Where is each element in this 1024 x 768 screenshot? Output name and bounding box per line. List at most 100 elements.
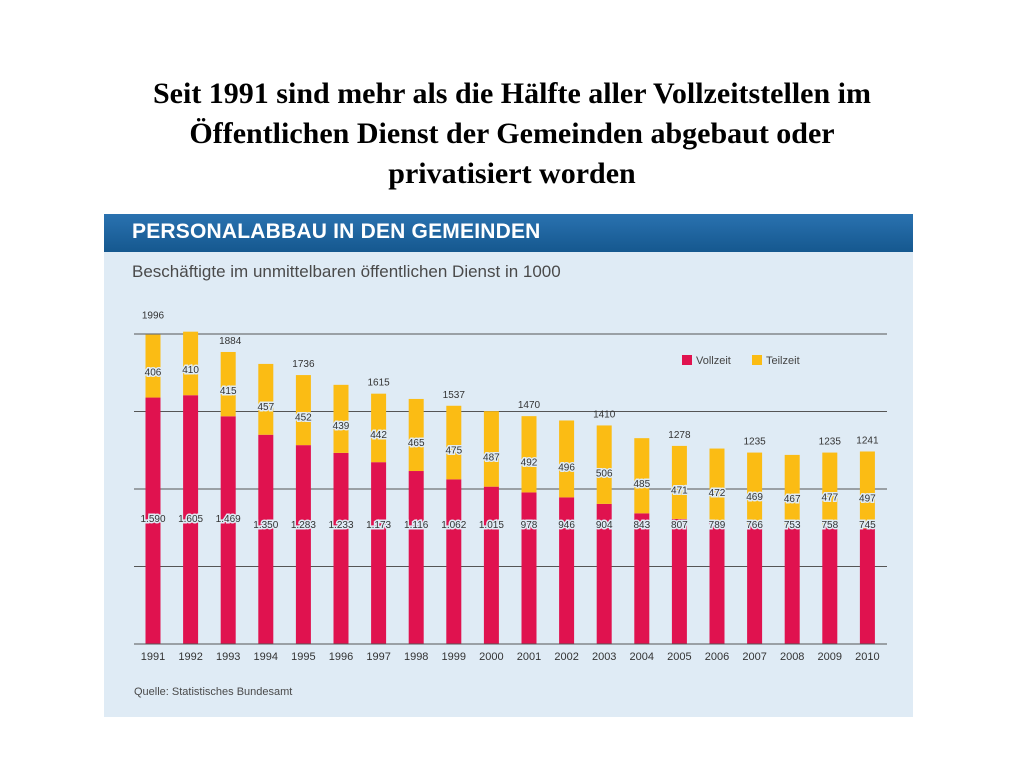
bar-vollzeit-1999 [446, 479, 462, 644]
x-tick-2004: 2004 [630, 651, 654, 663]
x-tick-2009: 2009 [818, 651, 842, 663]
label-vollzeit-2002: 946 [558, 520, 575, 531]
bar-teilzeit-2004 [634, 438, 650, 514]
slide-title: Seit 1991 sind mehr als die Hälfte aller… [60, 74, 964, 194]
label-total-2009: 1235 [819, 437, 842, 448]
bar-teilzeit-1997 [371, 393, 387, 463]
bar-vollzeit-2010 [859, 528, 875, 644]
label-teilzeit-1994: 457 [257, 402, 274, 413]
legend-swatch-teilzeit [752, 355, 762, 365]
bar-teilzeit-2000 [483, 411, 499, 487]
legend-item-teilzeit: Teilzeit [752, 355, 800, 367]
label-teilzeit-1997: 442 [370, 430, 387, 441]
label-vollzeit-2004: 843 [633, 520, 650, 531]
label-vollzeit-1997: 1.173 [366, 520, 391, 531]
x-tick-1993: 1993 [216, 651, 240, 663]
bar-teilzeit-2010 [859, 451, 875, 529]
bar-teilzeit-2007 [747, 452, 763, 526]
label-vollzeit-1998: 1.116 [404, 520, 429, 531]
x-tick-1997: 1997 [366, 651, 390, 663]
bar-teilzeit-2002 [559, 420, 575, 498]
chart-subtitle: Beschäftigte im unmittelbaren öffentlich… [132, 262, 561, 281]
bar-teilzeit-1996 [333, 384, 349, 453]
label-total-1993: 1884 [219, 336, 242, 347]
slide-title-line-1: Seit 1991 sind mehr als die Hälfte aller… [152, 77, 871, 110]
bar-vollzeit-2000 [483, 486, 499, 644]
label-vollzeit-2001: 978 [521, 520, 538, 531]
x-tick-2002: 2002 [554, 651, 578, 663]
x-tick-2010: 2010 [855, 651, 879, 663]
chart-banner: PERSONALABBAU IN DEN GEMEINDEN [104, 214, 913, 252]
label-teilzeit-2004: 485 [633, 479, 650, 490]
label-vollzeit-1999: 1.062 [441, 520, 466, 531]
label-vollzeit-1991: 1.590 [140, 514, 165, 525]
bar-teilzeit-2008 [784, 454, 800, 528]
x-tick-1994: 1994 [254, 651, 278, 663]
label-teilzeit-1992: 410 [182, 365, 199, 376]
label-total-2010: 1241 [856, 435, 879, 446]
bar-teilzeit-1991 [145, 334, 161, 398]
stacked-bar-chart: 1.590 406 1996 1991 1.605 410 1992 1.469 415 1884… [134, 311, 887, 663]
bar-teilzeit-2003 [596, 425, 612, 504]
label-total-1997: 1615 [367, 378, 390, 389]
label-total-2003: 1410 [593, 409, 616, 420]
legend-label-teilzeit: Teilzeit [766, 355, 800, 367]
bar-teilzeit-1999 [446, 405, 462, 480]
label-total-2001: 1470 [518, 400, 541, 411]
x-tick-1992: 1992 [178, 651, 202, 663]
bar-vollzeit-1995 [295, 445, 311, 644]
label-teilzeit-2003: 506 [596, 468, 613, 479]
bar-vollzeit-1998 [408, 471, 424, 644]
label-teilzeit-2007: 469 [746, 492, 763, 503]
bar-vollzeit-1996 [333, 452, 349, 644]
bar-teilzeit-2001 [521, 416, 537, 493]
label-teilzeit-2009: 477 [821, 493, 838, 504]
label-vollzeit-1994: 1.350 [253, 520, 278, 531]
bar-vollzeit-2003 [596, 503, 612, 644]
legend-swatch-vollzeit [682, 355, 692, 365]
label-teilzeit-2000: 487 [483, 452, 500, 463]
x-tick-1998: 1998 [404, 651, 428, 663]
x-tick-2007: 2007 [742, 651, 766, 663]
bar-vollzeit-1993 [220, 416, 236, 644]
legend-item-vollzeit: Vollzeit [682, 355, 731, 367]
bar-vollzeit-2001 [521, 492, 537, 644]
slide-title-line-3: privatisiert worden [388, 157, 636, 190]
label-vollzeit-1996: 1.233 [328, 520, 353, 531]
x-tick-2001: 2001 [517, 651, 541, 663]
label-vollzeit-2007: 766 [746, 520, 763, 531]
legend-label-vollzeit: Vollzeit [696, 355, 731, 367]
chart-title: PERSONALABBAU IN DEN GEMEINDEN [132, 220, 541, 243]
chart-panel: PERSONALABBAU IN DEN GEMEINDEN Beschäfti… [104, 214, 913, 717]
bar-vollzeit-1997 [371, 462, 387, 644]
label-teilzeit-2008: 467 [784, 494, 801, 505]
label-teilzeit-2005: 471 [671, 485, 688, 496]
bar-teilzeit-1998 [408, 398, 424, 472]
bar-vollzeit-1994 [258, 434, 274, 644]
bar-vollzeit-2006 [709, 521, 725, 644]
x-tick-2005: 2005 [667, 651, 691, 663]
x-tick-2006: 2006 [705, 651, 729, 663]
bar-teilzeit-2006 [709, 448, 725, 522]
label-teilzeit-2010: 497 [859, 494, 876, 505]
bar-vollzeit-1991 [145, 397, 161, 644]
label-vollzeit-2009: 758 [821, 520, 838, 531]
bar-vollzeit-1992 [183, 395, 199, 644]
label-teilzeit-1999: 475 [445, 446, 462, 457]
label-vollzeit-2008: 753 [784, 520, 801, 531]
label-teilzeit-1998: 465 [408, 438, 425, 449]
x-tick-1999: 1999 [442, 651, 466, 663]
label-vollzeit-1992: 1.605 [178, 514, 203, 525]
label-vollzeit-2003: 904 [596, 520, 613, 531]
bar-teilzeit-1995 [295, 375, 311, 446]
x-tick-2000: 2000 [479, 651, 503, 663]
bar-vollzeit-2002 [559, 497, 575, 644]
bar-vollzeit-2007 [747, 525, 763, 644]
label-teilzeit-2006: 472 [709, 488, 726, 499]
label-teilzeit-2002: 496 [558, 462, 575, 473]
label-teilzeit-1991: 406 [145, 368, 162, 379]
bar-teilzeit-1992 [183, 331, 199, 396]
label-vollzeit-2005: 807 [671, 520, 688, 531]
label-total-1991: 1996 [142, 311, 165, 322]
bar-vollzeit-2004 [634, 513, 650, 644]
